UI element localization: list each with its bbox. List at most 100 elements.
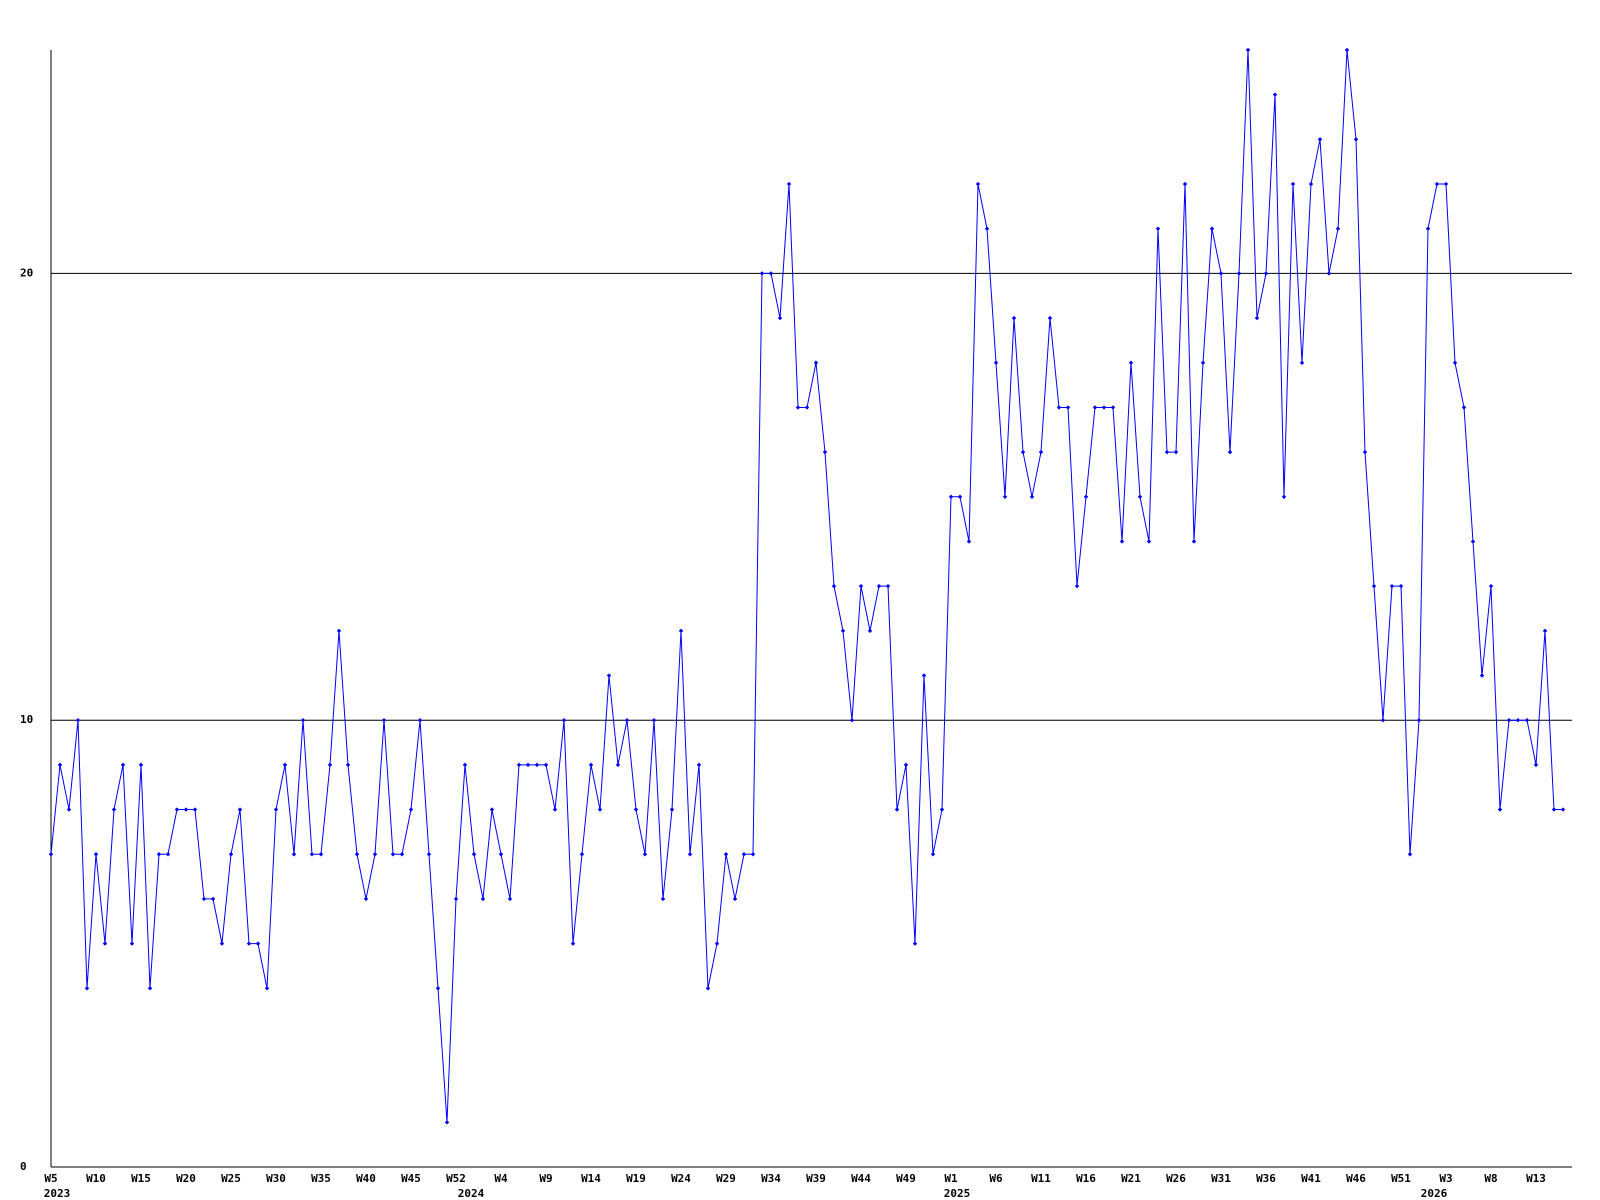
data-point	[606, 673, 612, 678]
data-point	[723, 852, 729, 857]
data-point	[1380, 718, 1386, 723]
data-point	[1308, 181, 1314, 187]
data-point	[1299, 360, 1305, 365]
data-point	[804, 405, 810, 410]
data-point	[480, 896, 486, 902]
data-point	[885, 583, 891, 589]
data-point	[1272, 92, 1278, 97]
data-point	[1119, 539, 1125, 544]
data-point	[336, 628, 342, 634]
data-point	[759, 271, 765, 276]
data-point	[696, 762, 702, 768]
x-tick-label: W10	[86, 1172, 106, 1185]
x-tick-label: W1	[944, 1172, 958, 1185]
y-tick-label: 0	[20, 1160, 27, 1173]
x-tick-label: W44	[851, 1172, 871, 1185]
data-point	[615, 762, 621, 768]
data-point	[534, 762, 540, 768]
year-label: 2026	[1421, 1187, 1448, 1200]
data-point	[867, 628, 873, 634]
data-point	[1506, 718, 1512, 723]
data-point	[1047, 315, 1053, 321]
data-point	[507, 896, 513, 902]
data-point	[624, 718, 630, 723]
data-point	[1128, 360, 1134, 365]
data-point	[1236, 271, 1242, 276]
data-point	[300, 718, 306, 723]
data-point	[462, 762, 468, 768]
data-point	[876, 583, 882, 589]
data-point	[183, 807, 189, 812]
x-tick-label: W51	[1391, 1172, 1411, 1185]
data-point	[291, 852, 297, 857]
data-point	[1533, 762, 1539, 768]
x-tick-label: W35	[311, 1172, 331, 1185]
x-tick-label: W11	[1031, 1172, 1051, 1185]
data-point	[984, 226, 990, 231]
data-point	[894, 807, 900, 812]
data-point	[426, 852, 432, 857]
data-point	[1002, 494, 1008, 499]
data-point	[1263, 271, 1269, 276]
data-point	[1515, 718, 1521, 723]
data-point	[831, 583, 837, 589]
x-tick-label: W31	[1211, 1172, 1231, 1185]
year-label: 2024	[458, 1187, 485, 1200]
data-point	[273, 807, 279, 812]
x-tick-label: W52	[446, 1172, 466, 1185]
x-tick-label: W4	[494, 1172, 508, 1185]
data-point	[1092, 405, 1098, 410]
data-point	[1227, 449, 1233, 455]
data-point	[84, 986, 90, 991]
data-point	[687, 852, 693, 857]
data-point	[471, 852, 477, 857]
data-point	[921, 673, 927, 678]
data-point	[1479, 673, 1485, 678]
data-point	[399, 852, 405, 857]
data-point	[1182, 181, 1188, 187]
data-point	[1416, 718, 1422, 723]
data-point	[1164, 449, 1170, 455]
data-point	[786, 181, 792, 187]
x-tick-label: W19	[626, 1172, 646, 1185]
data-point	[102, 941, 108, 946]
data-point	[165, 852, 171, 857]
data-point	[156, 852, 162, 857]
data-point	[1137, 494, 1143, 499]
data-point	[1524, 718, 1530, 723]
data-point	[1353, 137, 1359, 142]
data-point	[822, 449, 828, 455]
data-point	[228, 852, 234, 857]
x-tick-label: W13	[1526, 1172, 1546, 1185]
data-point	[516, 762, 522, 768]
x-tick-label: W24	[671, 1172, 691, 1185]
data-point	[714, 941, 720, 946]
data-point	[489, 807, 495, 812]
data-point	[363, 896, 369, 902]
data-point	[651, 718, 657, 723]
x-tick-label: W30	[266, 1172, 286, 1185]
data-point	[255, 941, 261, 946]
data-point	[813, 360, 819, 365]
data-point	[417, 718, 423, 723]
x-tick-label: W36	[1256, 1172, 1276, 1185]
data-point	[1407, 852, 1413, 857]
x-tick-label: W16	[1076, 1172, 1096, 1185]
data-point	[1326, 271, 1332, 276]
data-point	[561, 718, 567, 723]
data-point	[975, 181, 981, 187]
data-point	[435, 986, 441, 991]
data-point	[1488, 583, 1494, 589]
data-point	[1335, 226, 1341, 231]
data-point	[381, 718, 387, 723]
data-point	[993, 360, 999, 365]
data-point	[264, 986, 270, 991]
data-point	[246, 941, 252, 946]
data-point	[1362, 449, 1368, 455]
data-point	[210, 896, 216, 902]
data-point	[957, 494, 963, 499]
data-point	[111, 807, 117, 812]
data-point	[1245, 47, 1251, 53]
